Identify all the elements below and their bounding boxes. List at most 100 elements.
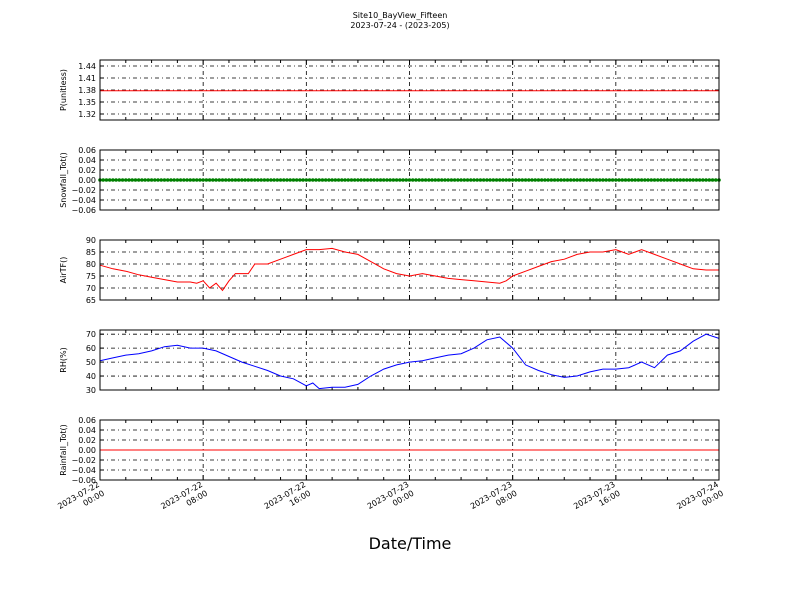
data-point bbox=[481, 178, 486, 182]
data-point bbox=[291, 178, 296, 182]
data-point bbox=[688, 178, 692, 182]
data-point bbox=[539, 178, 544, 182]
data-point bbox=[591, 178, 596, 182]
y-tick-label: 0.04 bbox=[78, 426, 96, 435]
data-point bbox=[559, 178, 563, 182]
data-point bbox=[523, 178, 528, 182]
data-point bbox=[697, 178, 702, 182]
y-tick-label: −0.06 bbox=[71, 476, 96, 485]
plot-frame bbox=[99, 419, 720, 481]
data-point bbox=[243, 178, 247, 182]
data-point bbox=[162, 178, 167, 182]
y-tick-label: 40 bbox=[86, 372, 96, 381]
data-point bbox=[265, 178, 270, 182]
x-tick-label: 2023-07-2208:00 bbox=[159, 480, 209, 520]
data-point bbox=[365, 178, 370, 182]
data-point bbox=[549, 178, 554, 182]
y-tick-label: 1.38 bbox=[78, 86, 96, 95]
data-point bbox=[165, 178, 170, 182]
data-point bbox=[146, 178, 151, 182]
data-point bbox=[597, 178, 602, 182]
data-point bbox=[275, 178, 280, 182]
data-point bbox=[362, 178, 367, 182]
data-point bbox=[704, 178, 708, 182]
data-point bbox=[556, 178, 560, 182]
data-point bbox=[169, 178, 173, 182]
data-point bbox=[488, 178, 492, 182]
data-point bbox=[607, 178, 612, 182]
y-tick-label: 1.44 bbox=[78, 62, 96, 71]
data-point bbox=[610, 178, 615, 182]
y-tick-label: 60 bbox=[86, 344, 96, 353]
data-point bbox=[175, 178, 180, 182]
data-point bbox=[468, 178, 473, 182]
data-point bbox=[398, 178, 402, 182]
data-point bbox=[565, 178, 570, 182]
y-axis-label: P(unitless) bbox=[59, 69, 68, 111]
data-point bbox=[233, 178, 238, 182]
data-point bbox=[336, 178, 341, 182]
plot-frame bbox=[99, 329, 720, 391]
series-line bbox=[99, 247, 719, 292]
data-point bbox=[456, 178, 460, 182]
data-point bbox=[343, 178, 347, 182]
data-point bbox=[713, 178, 718, 182]
data-point bbox=[546, 178, 550, 182]
data-point bbox=[710, 178, 715, 182]
data-point bbox=[185, 178, 189, 182]
data-point bbox=[588, 178, 592, 182]
x-tick-labels: 2023-07-2200:00 2023-07-2208:00 2023-07-22… bbox=[56, 480, 725, 520]
data-point bbox=[204, 178, 209, 182]
data-point bbox=[153, 178, 157, 182]
data-point bbox=[214, 178, 218, 182]
data-point bbox=[156, 178, 160, 182]
data-point bbox=[127, 178, 131, 182]
data-point bbox=[526, 178, 531, 182]
y-tick-label: 1.41 bbox=[78, 74, 96, 83]
data-point bbox=[294, 178, 299, 182]
x-axis-label: Date/Time bbox=[368, 534, 452, 553]
y-tick-label: 75 bbox=[86, 272, 96, 281]
data-point bbox=[543, 178, 547, 182]
data-point bbox=[568, 178, 573, 182]
data-point bbox=[626, 178, 631, 182]
y-tick-label: 70 bbox=[86, 284, 96, 293]
data-point bbox=[285, 178, 289, 182]
data-point bbox=[620, 178, 625, 182]
data-point bbox=[172, 178, 176, 182]
data-point bbox=[240, 178, 244, 182]
y-axis-label: Snowfall_Tot() bbox=[59, 152, 68, 208]
data-point bbox=[159, 178, 164, 182]
data-point bbox=[236, 178, 241, 182]
data-point bbox=[198, 178, 202, 182]
data-point bbox=[420, 178, 425, 182]
data-point bbox=[662, 178, 666, 182]
data-point bbox=[188, 178, 193, 182]
y-tick-label: 50 bbox=[86, 358, 96, 367]
y-axis-label: Rainfall_Tot() bbox=[59, 424, 68, 476]
data-point bbox=[507, 178, 512, 182]
x-tick-label: 2023-07-2200:00 bbox=[56, 480, 106, 520]
data-point bbox=[601, 178, 605, 182]
data-point bbox=[182, 178, 186, 182]
data-point bbox=[401, 178, 405, 182]
plot-frame bbox=[99, 239, 720, 301]
data-point bbox=[101, 178, 106, 182]
data-point bbox=[117, 178, 122, 182]
data-point bbox=[220, 178, 225, 182]
data-point bbox=[649, 178, 654, 182]
data-point bbox=[191, 178, 196, 182]
data-point bbox=[652, 178, 657, 182]
data-point bbox=[449, 178, 454, 182]
data-point bbox=[207, 178, 212, 182]
x-tick-label: 2023-07-2316:00 bbox=[572, 480, 622, 520]
data-point bbox=[130, 178, 135, 182]
data-point bbox=[701, 178, 705, 182]
y-tick-label: −0.02 bbox=[71, 186, 96, 195]
data-point bbox=[410, 178, 415, 182]
data-point bbox=[655, 178, 660, 182]
data-point bbox=[301, 178, 305, 182]
data-point bbox=[407, 178, 412, 182]
y-axis-label: RH(%) bbox=[59, 347, 68, 372]
data-point bbox=[585, 178, 589, 182]
